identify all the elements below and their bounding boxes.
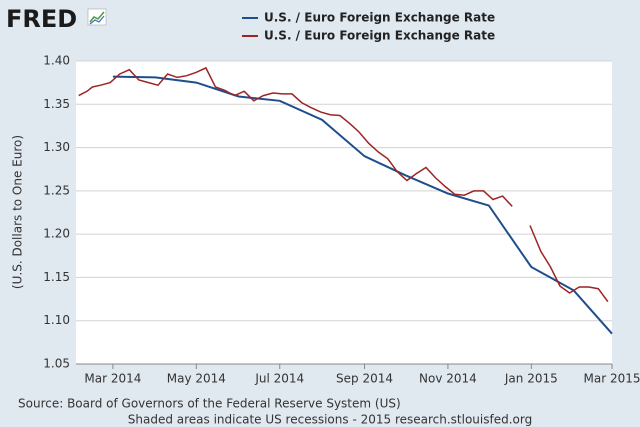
y-tick-label: 1.10 [43, 313, 70, 327]
y-axis-label: (U.S. Dollars to One Euro) [11, 135, 25, 289]
y-tick-label: 1.20 [43, 227, 70, 241]
y-tick-label: 1.15 [43, 270, 70, 284]
y-tick-label: 1.40 [43, 54, 70, 68]
y-tick-label: 1.35 [43, 97, 70, 111]
legend-label: U.S. / Euro Foreign Exchange Rate [264, 11, 495, 25]
series-line [78, 66, 513, 207]
series-line [529, 225, 609, 303]
x-tick-label: May 2014 [167, 372, 226, 386]
note: Shaded areas indicate US recessions - 20… [128, 413, 532, 427]
series-line [112, 75, 613, 335]
x-tick-label: Jul 2014 [254, 372, 304, 386]
x-tick-label: Sep 2014 [336, 372, 393, 386]
y-tick-label: 1.05 [43, 357, 70, 371]
source: Source: Board of Governors of the Federa… [18, 397, 401, 411]
logo: FRED [6, 5, 77, 33]
plot-area [76, 61, 612, 364]
x-tick-label: Mar 2015 [584, 372, 640, 386]
y-tick-label: 1.25 [43, 183, 70, 197]
x-tick-label: Mar 2014 [84, 372, 141, 386]
x-tick-label: Jan 2015 [504, 372, 558, 386]
logo-icon [87, 8, 107, 26]
y-tick-label: 1.30 [43, 140, 70, 154]
x-tick-label: Nov 2014 [419, 372, 477, 386]
legend-label: U.S. / Euro Foreign Exchange Rate [264, 29, 495, 43]
